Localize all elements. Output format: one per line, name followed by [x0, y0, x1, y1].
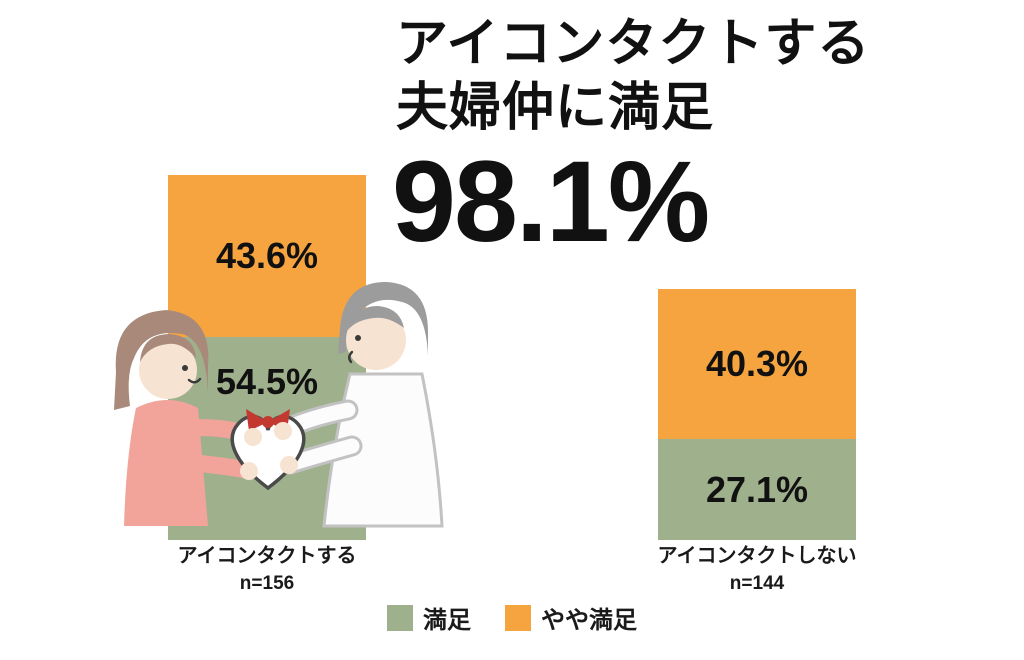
sample-size: n=144 [729, 573, 785, 594]
segment-value-label: 40.3% [705, 343, 809, 385]
category-label-eye-contact: アイコンタクトする n=156 [137, 543, 397, 597]
bar-segment-satisfied: 54.5% [168, 337, 366, 540]
category-name: アイコンタクトしない [657, 545, 857, 567]
chart-title-line1: アイコンタクトする [396, 15, 871, 73]
bar-segment-satisfied: 27.1% [658, 439, 856, 540]
bar-no-eye-contact: 40.3% 27.1% [658, 289, 856, 540]
legend-label: やや満足 [541, 607, 637, 634]
legend-item-satisfied: 満足 [387, 600, 471, 635]
legend-swatch-orange [505, 604, 531, 631]
chart-title: アイコンタクトする 夫婦仲に満足 [396, 12, 870, 141]
chart-title-line2: 夫婦仲に満足 [396, 79, 715, 138]
legend-label: 満足 [423, 607, 471, 634]
segment-value-label: 27.1% [705, 468, 809, 510]
legend-item-somewhat-satisfied: やや満足 [505, 600, 637, 635]
segment-value-label: 43.6% [215, 235, 319, 277]
bar-segment-somewhat-satisfied: 40.3% [658, 289, 856, 440]
bar-eye-contact: 43.6% 54.5% [168, 175, 366, 540]
bar-segment-somewhat-satisfied: 43.6% [168, 175, 366, 338]
category-name: アイコンタクトする [177, 545, 357, 567]
sample-size: n=156 [239, 573, 295, 594]
legend: 満足 やや満足 [387, 600, 637, 635]
headline-percentage: 98.1% [392, 138, 710, 266]
segment-value-label: 54.5% [215, 361, 319, 403]
legend-swatch-green [387, 604, 413, 631]
category-label-no-eye-contact: アイコンタクトしない n=144 [627, 543, 887, 597]
